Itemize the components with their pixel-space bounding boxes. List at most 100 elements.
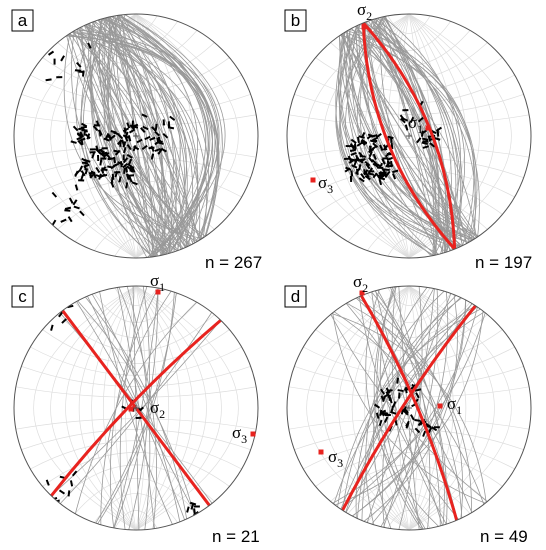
slip-arrow [93, 171, 97, 179]
great-circle [100, 290, 172, 525]
great-circle [352, 300, 467, 517]
great-circle [351, 25, 462, 247]
slip-arrow [150, 153, 155, 160]
primitive [286, 285, 532, 531]
great-circle [117, 15, 206, 257]
slip-arrow [421, 130, 424, 137]
grid-parallel [303, 168, 515, 198]
slip-arrow [64, 206, 72, 210]
great-circle [377, 289, 441, 526]
great-circle [94, 20, 188, 251]
slip-arrow [385, 161, 391, 168]
slip-arrow [421, 141, 428, 145]
grid-meridian [135, 14, 169, 258]
great-circle [109, 287, 159, 529]
slip-arrow [81, 161, 89, 165]
slip-arrow [378, 178, 383, 186]
grid-meridian [135, 286, 222, 530]
slip-arrow [414, 418, 421, 422]
grid-meridian [408, 286, 467, 530]
slip-arrow [125, 166, 128, 173]
great-circle [361, 295, 457, 521]
slip-arrow [405, 420, 410, 427]
slip-arrow [60, 55, 65, 62]
slip-arrow [120, 161, 123, 168]
net [288, 14, 530, 258]
slip-arrow [92, 125, 99, 132]
grid-parallel [387, 15, 431, 34]
slip-arrow [77, 139, 83, 146]
slip-arrow [51, 191, 58, 198]
slip-arrow [113, 131, 120, 136]
stress-index: 1 [159, 280, 165, 294]
principal-plane [341, 304, 477, 512]
great-circle [355, 26, 463, 247]
slip-arrow [100, 148, 105, 155]
stress-index: 2 [366, 9, 372, 23]
slip-arrow [392, 401, 397, 408]
great-circle [340, 34, 480, 237]
grid-parallel [347, 478, 471, 514]
slip-arrow [128, 176, 133, 183]
great-circle [83, 25, 189, 247]
slip-arrow [74, 184, 79, 191]
slip-arrow [98, 173, 102, 180]
slip-arrow [431, 426, 438, 432]
slip-arrow [386, 156, 393, 161]
great-circle [337, 308, 481, 507]
slip-arrow [154, 123, 158, 130]
great-circle [85, 24, 187, 248]
slip-arrow [347, 155, 353, 162]
great-circle [345, 31, 473, 241]
great-circle [351, 28, 467, 244]
slip-arrow [38, 320, 45, 324]
slip-arrow [72, 125, 79, 132]
stress-label: σ1 [408, 113, 423, 136]
panel-label-box [284, 9, 307, 32]
great-circle [106, 17, 187, 255]
slip-arrow [414, 388, 422, 392]
slip-arrow [351, 164, 358, 169]
slip-arrow [398, 392, 401, 399]
slip-arrow [72, 199, 78, 206]
stress-index: 1 [456, 403, 462, 417]
grid-parallel [315, 329, 503, 364]
great-circle [90, 21, 180, 251]
stress-axis [310, 177, 316, 183]
slip-arrow [396, 377, 399, 384]
grid-meridian [387, 286, 410, 530]
grid-meridian [408, 286, 431, 530]
slip-arrow [367, 172, 375, 176]
slip-arrow [105, 133, 110, 140]
slip-arrow [415, 392, 420, 399]
stress-label: σ1 [150, 271, 165, 294]
slip-arrow [435, 126, 442, 132]
slip-arrow [58, 489, 66, 495]
slip-arrow [357, 136, 360, 143]
slip-arrow [103, 151, 110, 158]
great-circle [365, 290, 445, 525]
stress-axis [425, 125, 431, 131]
slip-arrow [380, 388, 385, 395]
slip-arrow [60, 218, 67, 223]
slip-arrow [409, 116, 415, 124]
slip-arrow [356, 168, 359, 175]
stress-index: 1 [417, 122, 423, 136]
slip-arrow [157, 148, 163, 155]
slip-arrow [122, 162, 129, 169]
slip-arrow [156, 137, 160, 144]
stress-axis [128, 406, 134, 412]
great-circle [371, 291, 449, 525]
slip-arrow [76, 61, 82, 68]
grid-parallel [21, 93, 251, 115]
great-circle [373, 287, 428, 529]
sample-count: n = 21 [212, 527, 260, 546]
great-circle [330, 314, 488, 502]
stress-symbol: σ [408, 113, 417, 132]
slip-arrow [58, 311, 64, 318]
slip-arrow [392, 169, 399, 174]
slip-arrow [422, 137, 429, 141]
slip-arrow [190, 503, 195, 510]
slip-arrow [360, 173, 366, 180]
slip-arrow [379, 409, 383, 416]
